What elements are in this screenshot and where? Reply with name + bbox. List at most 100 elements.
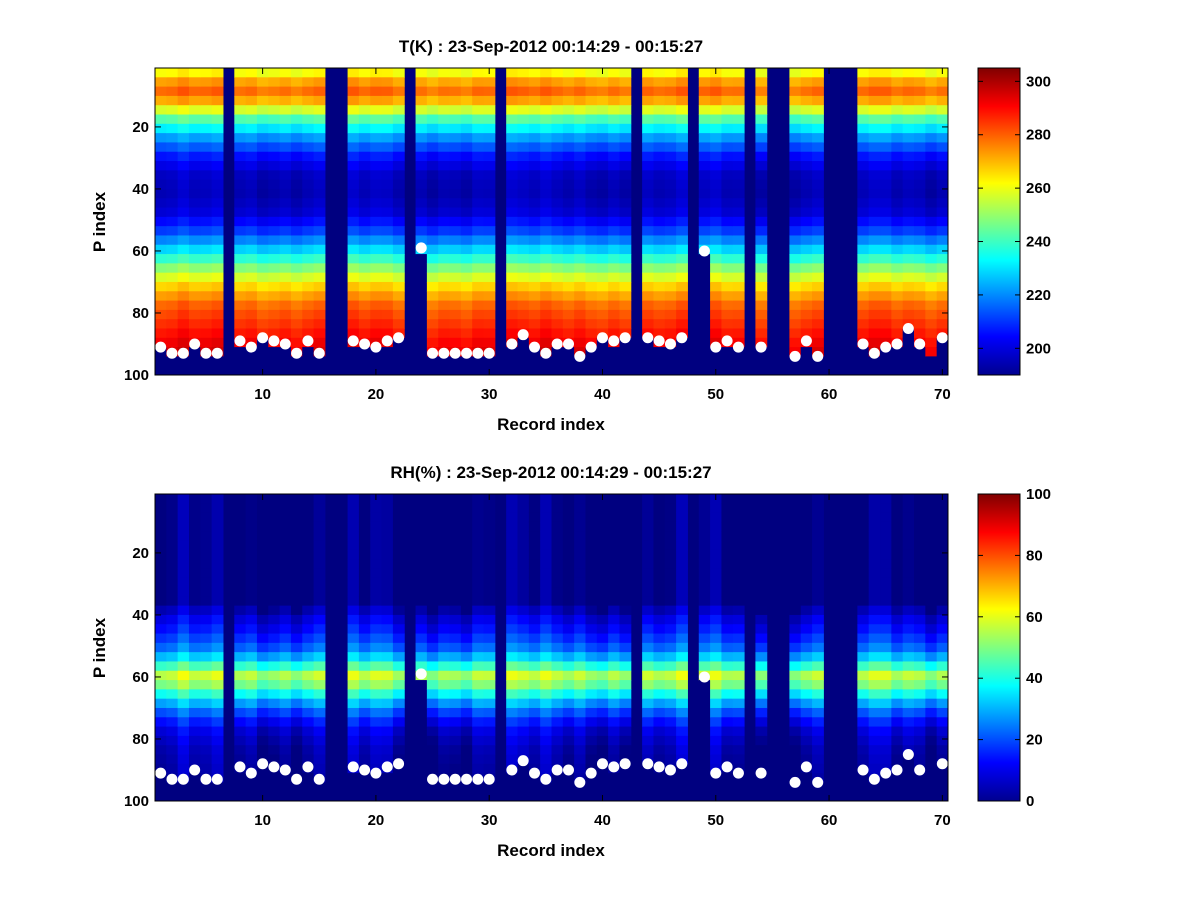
heatmap-cell (166, 300, 179, 311)
heatmap-cell (200, 86, 213, 97)
heatmap-cell (279, 670, 292, 681)
heatmap-cell (460, 77, 473, 88)
heatmap-cell (540, 670, 552, 681)
heatmap-cell (234, 559, 247, 569)
heatmap-cell (200, 133, 213, 143)
heatmap-cell (370, 309, 383, 320)
heatmap-cell (415, 559, 428, 569)
heatmap-cell (177, 633, 190, 644)
heatmap-cell (721, 577, 734, 588)
heatmap-cell (936, 347, 949, 357)
heatmap-cell (517, 531, 530, 542)
heatmap-cell (438, 328, 451, 339)
heatmap-cell (596, 188, 609, 199)
heatmap-cell (664, 698, 677, 709)
heatmap-cell (211, 263, 224, 274)
heatmap-cell (483, 123, 496, 134)
heatmap-cell (517, 272, 530, 283)
heatmap-cell (596, 614, 609, 625)
heatmap-cell (540, 198, 552, 209)
heatmap-cell (245, 161, 258, 171)
heatmap-cell (551, 661, 564, 672)
heatmap-cell (200, 596, 213, 607)
heatmap-cell (596, 263, 609, 274)
heatmap-cell (891, 587, 904, 597)
heatmap-cell (188, 577, 201, 588)
heatmap-cell (528, 226, 541, 236)
heatmap-cell (721, 791, 734, 802)
heatmap-cell (664, 142, 677, 153)
heatmap-cell (426, 151, 439, 162)
y-tick-label: 60 (132, 243, 149, 260)
heatmap-cell (381, 170, 394, 181)
heatmap-cell (857, 782, 870, 793)
heatmap-cell (857, 745, 870, 755)
heatmap-cell (392, 503, 405, 514)
heatmap-cell (574, 244, 586, 255)
heatmap-cell (880, 503, 892, 514)
heatmap-cell (710, 291, 722, 302)
heatmap-cell (936, 745, 949, 755)
heatmap-cell (914, 512, 926, 523)
heatmap-cell (925, 717, 938, 728)
heatmap-cell (483, 328, 496, 339)
heatmap-cell (619, 577, 632, 588)
heatmap-cell (880, 689, 892, 700)
heatmap-cell (880, 114, 892, 125)
heatmap-cell (891, 142, 904, 153)
heatmap-cell (710, 577, 722, 588)
heatmap-cell (540, 745, 552, 755)
heatmap-cell (358, 512, 371, 523)
heatmap-cell (596, 105, 609, 116)
heatmap-cell (268, 281, 281, 292)
heatmap-cell (426, 337, 439, 348)
heatmap-cell (155, 188, 167, 199)
heatmap-cell (200, 114, 213, 125)
heatmap-cell (302, 114, 315, 125)
heatmap-cell (732, 633, 745, 644)
heatmap-cell (370, 133, 383, 143)
heatmap-cell (268, 365, 281, 376)
heatmap-cell (177, 549, 190, 560)
heatmap-cell (483, 726, 496, 737)
heatmap-cell (936, 309, 949, 320)
heatmap-cell (449, 726, 462, 737)
heatmap-cell (381, 540, 394, 551)
heatmap-cell (868, 151, 881, 162)
heatmap-cell (392, 77, 405, 88)
heatmap-cell (812, 235, 824, 246)
heatmap-cell (732, 596, 745, 607)
heatmap-cell (721, 568, 734, 579)
heatmap-cell (642, 540, 654, 551)
heatmap-cell (925, 642, 938, 653)
heatmap-cell (619, 791, 632, 802)
heatmap-cell (619, 726, 632, 737)
heatmap-cell (234, 577, 247, 588)
heatmap-cell (166, 263, 179, 274)
heatmap-cell (800, 745, 813, 755)
heatmap-cell (517, 226, 530, 236)
heatmap-cell (698, 652, 711, 662)
heatmap-cell (290, 123, 303, 134)
heatmap-cell (789, 717, 802, 728)
heatmap-cell (188, 698, 201, 709)
heatmap-cell (608, 151, 620, 162)
heatmap-cell (460, 577, 473, 588)
heatmap-cell (256, 605, 269, 616)
heatmap-cell (676, 161, 688, 171)
heatmap-cell (936, 142, 949, 153)
heatmap-cell (891, 512, 904, 523)
heatmap-cell (256, 707, 269, 718)
heatmap-cell (891, 365, 904, 376)
heatmap-cell (358, 170, 371, 181)
heatmap-cell (619, 254, 632, 264)
heatmap-cell (880, 549, 892, 560)
heatmap-cell (880, 494, 892, 504)
heatmap-cell (574, 503, 586, 514)
heatmap-cell (177, 328, 190, 339)
heatmap-cell (619, 198, 632, 209)
heatmap-cell (347, 77, 360, 88)
heatmap-cell (732, 319, 745, 329)
heatmap-cell (574, 726, 586, 737)
heatmap-cell (800, 652, 813, 662)
